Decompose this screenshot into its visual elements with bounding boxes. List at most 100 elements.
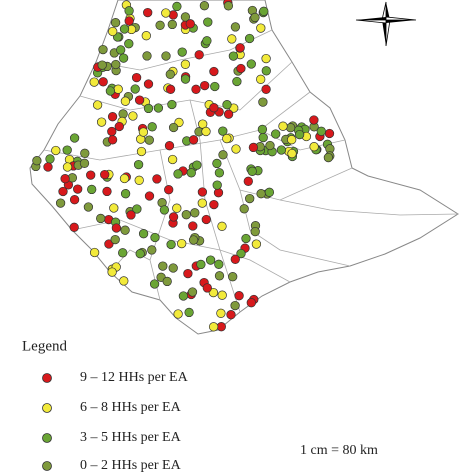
survey-point [107,126,117,137]
survey-point [223,1,234,11]
survey-point [184,307,194,318]
survey-point [124,39,134,49]
survey-point [96,117,107,127]
survey-point [100,169,110,180]
survey-point [102,186,112,197]
survey-point [58,186,68,197]
survey-point [168,122,179,133]
survey-point [203,17,213,27]
survey-point [150,232,160,243]
survey-point [177,47,187,57]
survey-point [201,214,211,225]
survey-point [69,195,80,205]
survey-point [223,109,234,119]
survey-point [180,59,191,69]
survey-point [173,169,183,179]
survey-point [212,180,222,190]
survey-point [153,103,164,113]
survey-point [235,43,245,53]
survey-point [217,221,227,231]
survey-point [209,103,219,113]
survey-point [208,322,219,332]
survey-point [32,156,42,166]
survey-point [209,199,219,210]
survey-point [108,26,118,37]
legend-swatch [42,461,52,471]
survey-point [87,184,97,195]
survey-point [164,141,175,151]
survey-point [236,248,246,259]
survey-point [239,204,249,214]
survey-point [248,142,259,153]
survey-point [258,132,268,143]
survey-point [173,309,183,319]
survey-point [158,261,168,271]
survey-point [241,233,251,244]
survey-point [51,145,61,156]
survey-point [287,148,297,159]
survey-point [130,84,140,94]
survey-point [69,133,80,143]
survey-point [196,259,206,270]
survey-point [168,212,179,222]
survey-point [228,51,239,61]
scale-text: 1 cm = 80 km [300,443,378,458]
survey-point [250,12,260,23]
survey-point [124,16,134,26]
survey-point [73,184,83,194]
survey-point [98,44,108,55]
survey-point [111,223,122,233]
survey-point [55,198,66,208]
survey-point [133,159,144,170]
survey-point [186,168,196,178]
legend-label: 6 – 8 HHs per EA [80,400,182,415]
survey-point [216,308,226,318]
survey-point [89,247,100,258]
survey-point [161,8,171,18]
survey-point [164,185,174,195]
survey-point [217,290,227,300]
survey-point [136,146,147,157]
survey-point [162,276,172,287]
survey-point [167,19,177,30]
survey-point [218,150,228,160]
survey-point [246,298,256,308]
legend-swatch [42,403,52,413]
survey-point [134,175,144,185]
survey-point [309,142,319,152]
survey-point [143,7,153,18]
survey-point [138,229,149,239]
survey-point [185,19,195,29]
survey-point [105,86,116,96]
survey-point [222,133,232,144]
survey-point [256,23,266,33]
survey-point [214,168,225,178]
survey-point [243,176,253,186]
survey-point [276,145,287,155]
survey-point [191,84,201,94]
survey-point [234,291,244,301]
survey-point [236,63,246,74]
survey-point [62,145,72,155]
survey-point [202,283,212,293]
legend-label: 3 – 5 HHs per EA [80,430,182,445]
survey-point [222,100,232,110]
survey-point [214,259,224,269]
survey-point [264,187,275,197]
survey-point [119,276,129,286]
survey-point [161,51,171,61]
survey-point [271,129,281,139]
survey-point [181,210,191,220]
survey-point [109,203,119,213]
survey-point [119,24,130,34]
survey-point [257,124,268,135]
survey-point [285,123,296,133]
survey-point [261,53,271,64]
survey-point [92,100,103,110]
survey-point [199,1,210,11]
survey-point [120,96,131,106]
survey-point [205,255,216,265]
survey-point [107,112,118,122]
survey-point [107,135,118,145]
survey-point [135,249,145,259]
